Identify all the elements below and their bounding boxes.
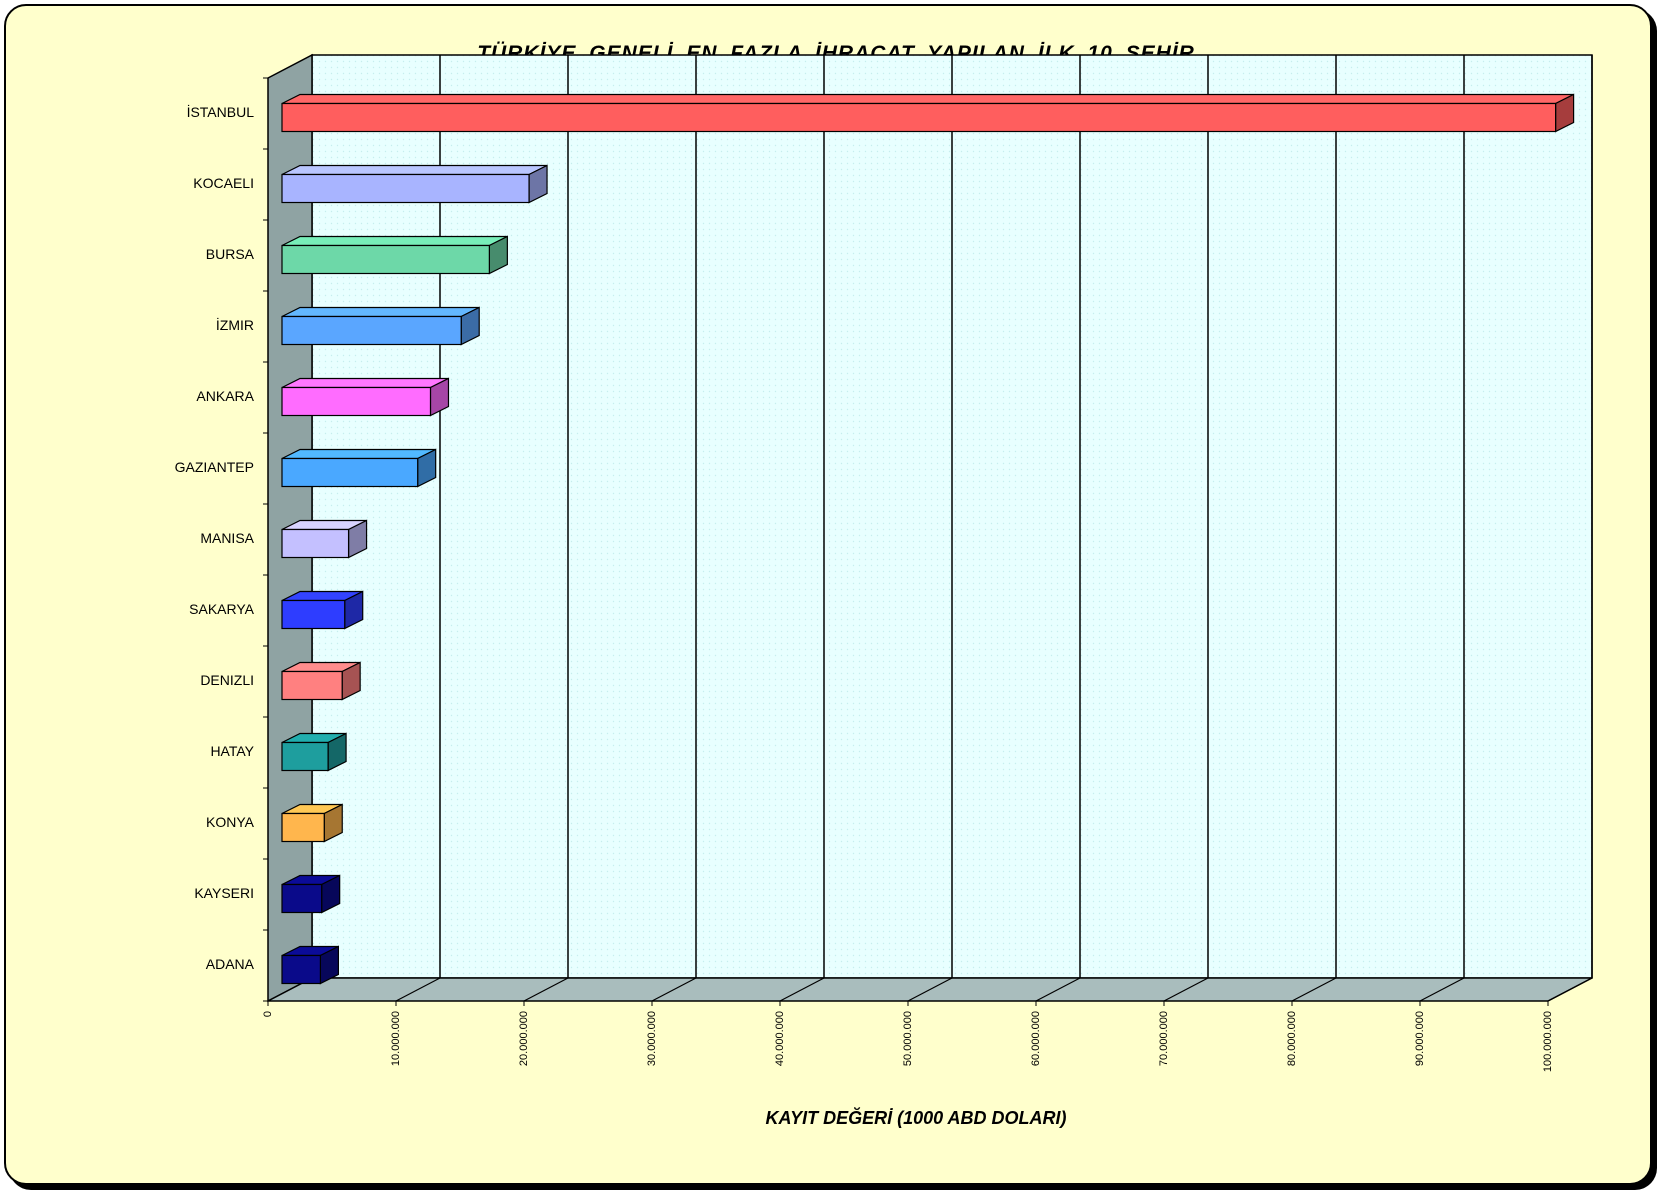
x-tick-label: 80.000.000 xyxy=(1286,1011,1298,1066)
bar-top xyxy=(281,164,548,176)
x-tick-label: 90.000.000 xyxy=(1414,1011,1426,1066)
x-gridline-floor xyxy=(651,977,697,1002)
bar-top xyxy=(281,377,449,389)
bar xyxy=(281,244,490,275)
x-tick-label: 30.000.000 xyxy=(646,1011,658,1066)
x-tick-label: 20.000.000 xyxy=(518,1011,530,1066)
x-gridline-floor xyxy=(1163,977,1209,1002)
x-tick-label: 10.000.000 xyxy=(390,1011,402,1066)
x-tick-label: 100.000.000 xyxy=(1542,1011,1554,1072)
bar xyxy=(281,386,432,417)
x-tick-label: 50.000.000 xyxy=(902,1011,914,1066)
bar xyxy=(281,457,419,488)
x-tick-label: 70.000.000 xyxy=(1158,1011,1170,1066)
bar-top xyxy=(281,235,508,247)
y-tick-label: DENIZLI xyxy=(200,672,254,688)
bar xyxy=(281,102,1557,133)
x-axis-title: KAYIT DEĞERİ (1000 ABD DOLARI) xyxy=(765,1108,1067,1128)
chart-frame: TÜRKİYE GENELİ EN FAZLA İHRACAT YAPILAN … xyxy=(4,4,1652,1185)
y-tick-label: İSTANBUL xyxy=(187,103,255,120)
y-tick-label: KOCAELI xyxy=(193,175,254,191)
x-gridline-floor xyxy=(395,977,441,1002)
x-gridline-floor xyxy=(779,977,825,1002)
x-gridline-floor xyxy=(907,977,953,1002)
x-gridline-floor xyxy=(1547,977,1593,1002)
y-tick-label: GAZIANTEP xyxy=(175,459,254,475)
y-tick-label: BURSA xyxy=(206,246,255,262)
y-tick-label: ADANA xyxy=(206,956,255,972)
bar xyxy=(281,812,325,843)
y-tick-label: HATAY xyxy=(210,743,254,759)
y-tick-label: KAYSERI xyxy=(194,885,254,901)
y-tick-label: MANISA xyxy=(200,530,254,546)
bar xyxy=(281,173,530,204)
bar xyxy=(281,670,343,701)
x-tick-label: 0 xyxy=(262,1011,274,1017)
x-gridline-floor xyxy=(1419,977,1465,1002)
bar xyxy=(281,741,329,772)
bar-top xyxy=(281,93,1574,105)
x-tick-label: 60.000.000 xyxy=(1030,1011,1042,1066)
bar xyxy=(281,883,323,914)
x-gridline-floor xyxy=(1035,977,1081,1002)
y-tick-label: ANKARA xyxy=(196,388,254,404)
bar xyxy=(281,954,322,985)
x-tick-label: 40.000.000 xyxy=(774,1011,786,1066)
y-tick-label: SAKARYA xyxy=(189,601,255,617)
y-tick-label: KONYA xyxy=(206,814,255,830)
x-gridline-floor xyxy=(523,977,569,1002)
y-tick-label: İZMIR xyxy=(216,316,254,333)
bar-chart: 0 10.000.000 20.000.000 30.000.000 40.000.00… xyxy=(175,53,1593,1072)
bar xyxy=(281,315,462,346)
bar xyxy=(281,599,346,630)
bar-top xyxy=(281,448,436,460)
bar-top xyxy=(281,306,480,318)
x-gridline-floor xyxy=(1291,977,1337,1002)
bar xyxy=(281,528,350,559)
